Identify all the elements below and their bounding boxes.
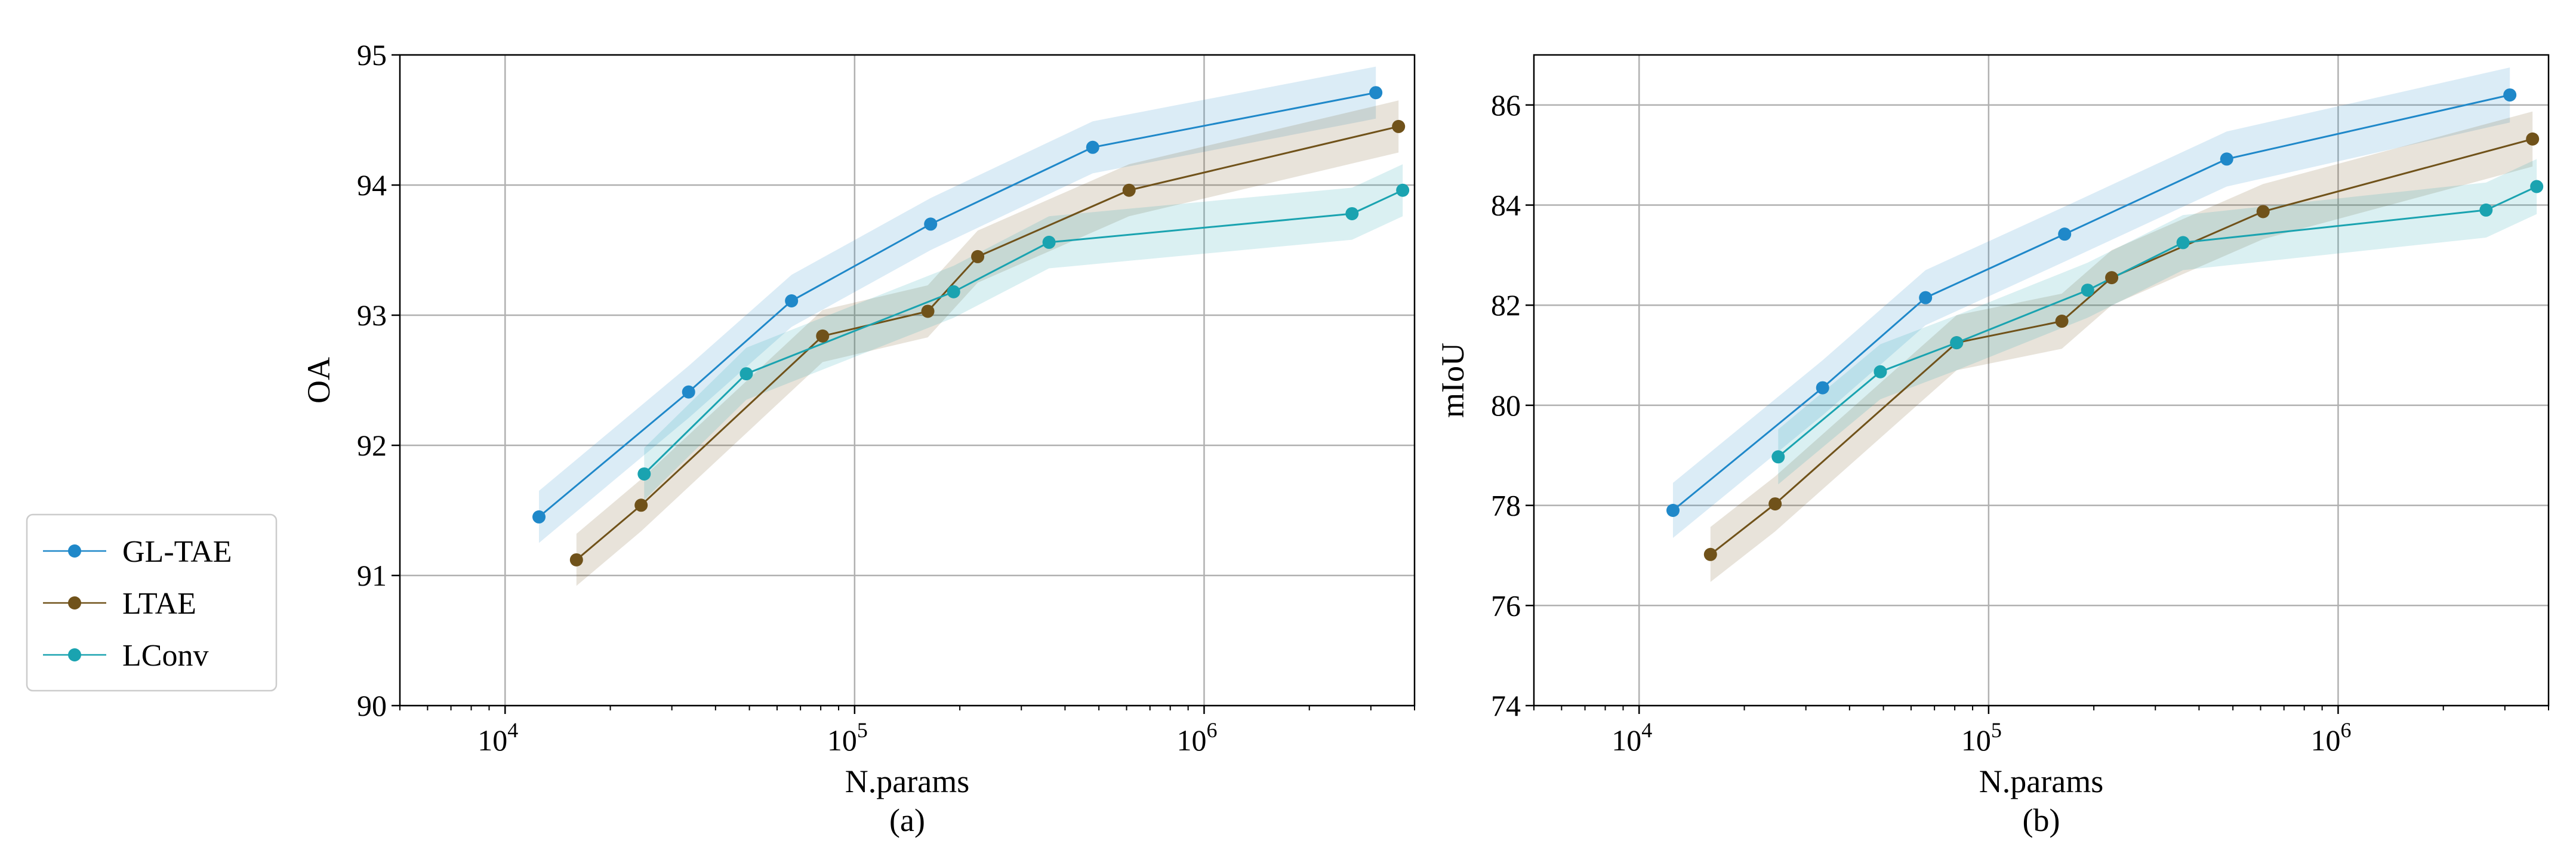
panel-b-point-ltae [1768, 497, 1782, 511]
panel-b-band-ltae [1710, 111, 2533, 582]
panel-a-y-tick-label: 95 [357, 38, 387, 72]
panel-a-y-tick-label: 91 [357, 559, 387, 592]
legend-label-ltae: LTAE [122, 587, 196, 621]
panel-b-y-tick-label: 76 [1491, 589, 1521, 622]
panel-b-point-lconv [2081, 284, 2094, 297]
panel-a-point-ltae [634, 498, 648, 512]
panel-b-y-tick-label: 80 [1491, 389, 1521, 422]
panel-b-y-tick-label: 86 [1491, 88, 1521, 122]
panel-b-point-gl-tae [1816, 381, 1829, 395]
panel-b-y-tick-label: 84 [1491, 189, 1521, 222]
panel-b-point-lconv [2176, 236, 2190, 250]
panel-b-x-axis-title: N.params [1979, 764, 2103, 799]
legend-entry-gl-tae: GL-TAE [43, 535, 232, 569]
panel-b-y-axis-title: mIoU [1435, 343, 1471, 418]
panel-a-y-tick-label: 90 [357, 689, 387, 722]
panel-a-band-gl-tae [539, 66, 1376, 543]
panel-a-caption: (a) [889, 802, 925, 838]
panel-a-point-ltae [816, 329, 830, 343]
panel-b-point-lconv [1950, 336, 1964, 350]
panel-a-point-lconv [1345, 207, 1359, 220]
panel-a-point-gl-tae [1369, 86, 1383, 100]
panel-a-point-lconv [1396, 183, 1410, 197]
panel-a-line-gl-tae [538, 91, 1376, 518]
panel-a-y-tick-label: 92 [357, 429, 387, 462]
legend-label-gl-tae: GL-TAE [122, 535, 232, 569]
legend-entry-lconv: LConv [43, 639, 208, 673]
panel-a-x-axis-title: N.params [845, 764, 969, 799]
panel-b-point-gl-tae [1919, 291, 1933, 304]
legend-marker-gl-tae [68, 544, 81, 558]
panel-a-band-lconv [644, 164, 1403, 500]
legend-box [26, 513, 278, 692]
panel-a-band-ltae [576, 100, 1399, 586]
panel-b-point-ltae [2256, 205, 2270, 218]
panel-a-point-lconv [947, 285, 960, 298]
panel-a-point-gl-tae [532, 510, 546, 524]
panel-a-point-lconv [637, 467, 651, 481]
panel-b-point-ltae [2105, 271, 2119, 285]
panel-b-point-lconv [2479, 203, 2493, 217]
panel-a-point-ltae [1392, 119, 1406, 133]
panel-a-point-ltae [1122, 183, 1136, 197]
panel-b-point-gl-tae [2503, 88, 2517, 102]
panel-b-point-gl-tae [1666, 504, 1680, 517]
panel-b-y-tick-label: 74 [1491, 689, 1521, 722]
panel-a-point-ltae [569, 553, 583, 567]
panel-a-point-gl-tae [785, 294, 799, 308]
panel-b-point-ltae [2526, 132, 2540, 146]
panel-b-point-ltae [1703, 547, 1717, 561]
panel-b-point-ltae [2055, 315, 2069, 328]
legend-entry-ltae: LTAE [43, 587, 196, 621]
panel-a-y-tick-label: 94 [357, 168, 387, 202]
panel-b-point-lconv [2530, 180, 2544, 193]
panel-b-point-gl-tae [2058, 227, 2072, 241]
panel-a-point-lconv [1042, 235, 1056, 249]
panel-a-point-gl-tae [1086, 140, 1099, 154]
panel-b-point-lconv [1771, 450, 1785, 464]
panel-b-caption: (b) [2023, 802, 2060, 838]
panel-a-point-gl-tae [924, 217, 938, 231]
panel-b-point-lconv [1874, 365, 1887, 378]
panel-b-band-lconv [1778, 159, 2537, 485]
panel-a-frame [399, 54, 1416, 707]
legend-marker-lconv [68, 648, 81, 661]
panel-a-point-ltae [921, 304, 935, 318]
panel-a-point-gl-tae [682, 385, 695, 399]
panel-a-point-lconv [739, 367, 753, 381]
panel-a-line-lconv [643, 189, 1403, 475]
panel-b-y-tick-label: 82 [1491, 288, 1521, 322]
panel-a-y-axis-title: OA [301, 357, 337, 404]
legend-label-lconv: LConv [122, 639, 208, 673]
legend-marker-ltae [68, 596, 81, 609]
panel-a-y-tick-label: 93 [357, 298, 387, 332]
panel-a-point-ltae [971, 250, 985, 263]
panel-b-line-gl-tae [1672, 94, 2510, 512]
legend: GL-TAE LTAE LConv [26, 513, 278, 692]
panel-b-y-tick-label: 78 [1491, 489, 1521, 522]
panel-b-frame [1533, 54, 2550, 707]
panel-b-point-gl-tae [2220, 152, 2233, 166]
